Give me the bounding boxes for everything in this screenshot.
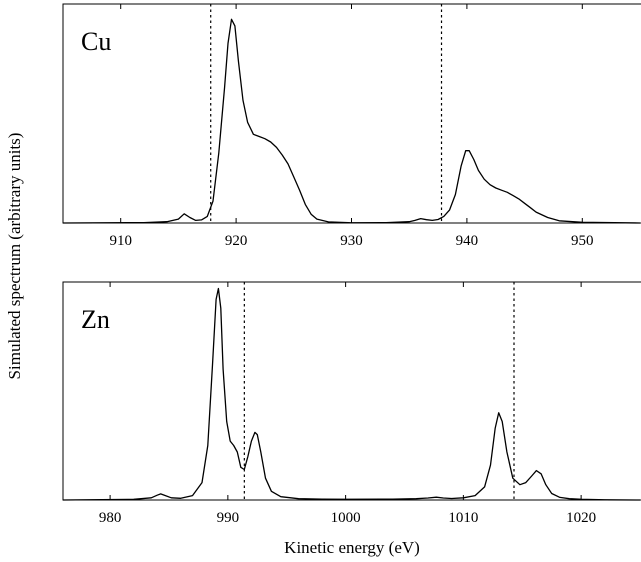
cu-panel-label: Cu: [81, 27, 111, 56]
zn-x-tick-label: 1020: [566, 510, 596, 526]
cu-x-tick-label: 930: [340, 233, 363, 249]
zn-spectrum-line: [62, 287, 641, 501]
cu-axes-frame: [62, 3, 641, 224]
x-axis-title: Kinetic energy (eV): [284, 538, 420, 557]
zn-panel: 980 990 1000 1010 1020 Zn: [62, 281, 641, 526]
cu-x-tick-label: 950: [571, 233, 594, 249]
zn-x-tick-label: 980: [99, 510, 122, 526]
zn-axes-frame: [62, 281, 641, 501]
zn-x-tick-label: 990: [217, 510, 240, 526]
zn-panel-label: Zn: [81, 305, 110, 334]
cu-x-tick-label: 910: [109, 233, 132, 249]
zn-x-tick-label: 1010: [448, 510, 478, 526]
cu-panel: 910 920 930 940 950 Cu: [62, 3, 641, 249]
cu-spectrum-line: [62, 18, 641, 224]
cu-x-tick-label: 920: [225, 233, 248, 249]
y-axis-title: Simulated spectrum (arbitrary units): [5, 133, 24, 380]
cu-x-tick-label: 940: [456, 233, 479, 249]
zn-x-tick-label: 1000: [331, 510, 361, 526]
